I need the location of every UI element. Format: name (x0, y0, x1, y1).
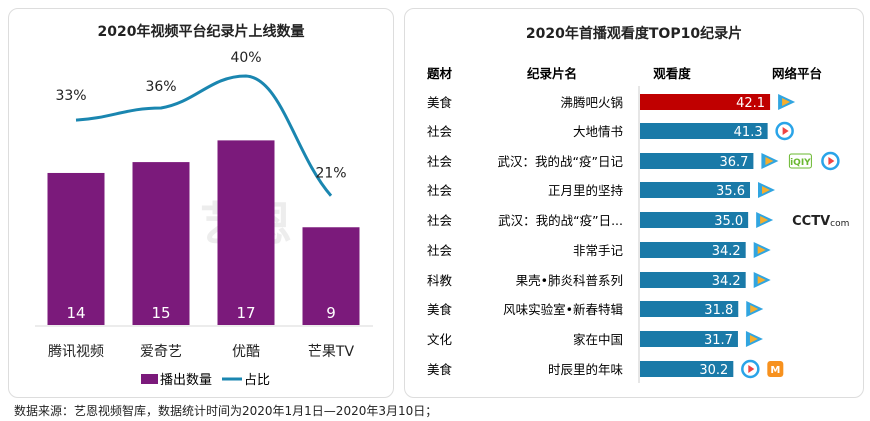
mgtv-icon-text: M (770, 365, 780, 376)
row-bar (640, 153, 754, 169)
row-value-label: 30.2 (699, 363, 728, 378)
iqiyi-icon-text: iQIY (790, 158, 811, 168)
row-genre: 社会 (427, 124, 453, 139)
row-genre: 美食 (427, 302, 453, 317)
row-bar (640, 272, 746, 288)
row-value-label: 35.6 (716, 184, 745, 199)
row-bar (640, 301, 739, 317)
tencent-video-icon-inner (750, 305, 759, 313)
bar-value-label: 9 (326, 304, 336, 322)
bar-value-label: 15 (151, 304, 170, 322)
row-title: 风味实验室•新春特辑 (503, 302, 623, 317)
cctv-icon-com: com (830, 219, 849, 229)
row-bar (640, 123, 768, 139)
row-title: 正月里的坚持 (548, 183, 623, 198)
row-value-label: 31.8 (704, 303, 733, 318)
tencent-video-icon-inner (757, 276, 766, 284)
line-value-label: 36% (145, 79, 176, 95)
footer-source: 数据来源：艺恩视频智库，数据统计时间为2020年1月1日—2020年3月10日； (14, 404, 438, 418)
bar-腾讯视频 (47, 172, 105, 325)
column-header: 纪录片名 (527, 66, 577, 81)
tencent-video-icon-inner (765, 157, 774, 165)
left-chart-title: 2020年视频平台纪录片上线数量 (97, 24, 305, 40)
row-value-label: 42.1 (736, 96, 765, 111)
row-title: 大地情书 (573, 124, 623, 139)
legend-label-line: 占比 (244, 373, 270, 388)
column-header: 网络平台 (772, 66, 822, 81)
right-table-panel: 2020年首播观看度TOP10纪录片 (404, 8, 864, 398)
column-header: 题材 (427, 66, 453, 81)
row-title: 武汉：我的战“疫”日... (498, 213, 623, 228)
row-bar (640, 94, 771, 110)
column-header: 观看度 (653, 66, 691, 81)
row-value-label: 34.2 (712, 274, 741, 289)
bar-value-label: 17 (236, 304, 255, 322)
legend-swatch-bar (141, 374, 158, 384)
row-value-label: 41.3 (734, 125, 763, 140)
line-series-share (75, 74, 333, 197)
right-chart-title: 2020年首播观看度TOP10纪录片 (525, 26, 743, 42)
tencent-video-icon-inner (762, 186, 771, 194)
mgtv-icon (767, 361, 784, 377)
row-genre: 社会 (427, 154, 453, 169)
cctv-icon: CCTV (792, 214, 830, 229)
bar-爱奇艺 (132, 162, 190, 325)
row-genre: 社会 (427, 213, 453, 228)
row-title: 时辰里的年味 (548, 362, 624, 377)
row-genre: 美食 (427, 95, 453, 110)
line-value-label: 21% (315, 166, 346, 182)
row-value-label: 31.7 (704, 333, 733, 348)
legend-label-bar: 播出数量 (160, 373, 212, 388)
line-value-label: 33% (55, 88, 86, 104)
row-genre: 社会 (427, 243, 453, 258)
x-tick-label: 优酷 (232, 344, 260, 360)
row-bar (640, 331, 738, 347)
row-value-label: 36.7 (719, 155, 748, 170)
row-bar (640, 361, 734, 377)
row-title: 武汉：我的战“疫”日记 (498, 154, 624, 169)
row-title: 家在中国 (573, 332, 623, 347)
row-genre: 美食 (427, 362, 453, 377)
row-bar (640, 212, 749, 228)
x-tick-label: 腾讯视频 (48, 343, 104, 360)
tencent-video-icon-inner (760, 216, 769, 224)
row-title: 果壳•肺炎科普系列 (516, 273, 623, 288)
tencent-video-icon-inner (757, 246, 766, 254)
row-bar (640, 242, 746, 258)
youku-icon-play (748, 365, 755, 373)
row-value-label: 35.0 (714, 214, 743, 229)
bar-芒果TV (302, 227, 360, 325)
row-bar (640, 182, 751, 198)
bar-优酷 (217, 140, 275, 325)
tencent-video-icon-inner (749, 335, 758, 343)
tencent-video-icon-inner (782, 98, 791, 106)
row-title: 沸腾吧火锅 (560, 95, 623, 110)
row-value-label: 34.2 (712, 244, 741, 259)
line-value-label: 40% (230, 50, 261, 66)
row-genre: 社会 (427, 183, 453, 198)
x-tick-label: 爱奇艺 (140, 343, 182, 360)
bar-value-label: 14 (66, 304, 85, 322)
row-genre: 文化 (427, 332, 453, 347)
x-tick-label: 芒果TV (308, 344, 355, 360)
youku-icon-play (782, 127, 789, 135)
youku-icon-play (828, 157, 835, 165)
row-genre: 科教 (427, 273, 453, 288)
iqiyi-icon (788, 153, 812, 169)
row-title: 非常手记 (573, 243, 624, 258)
